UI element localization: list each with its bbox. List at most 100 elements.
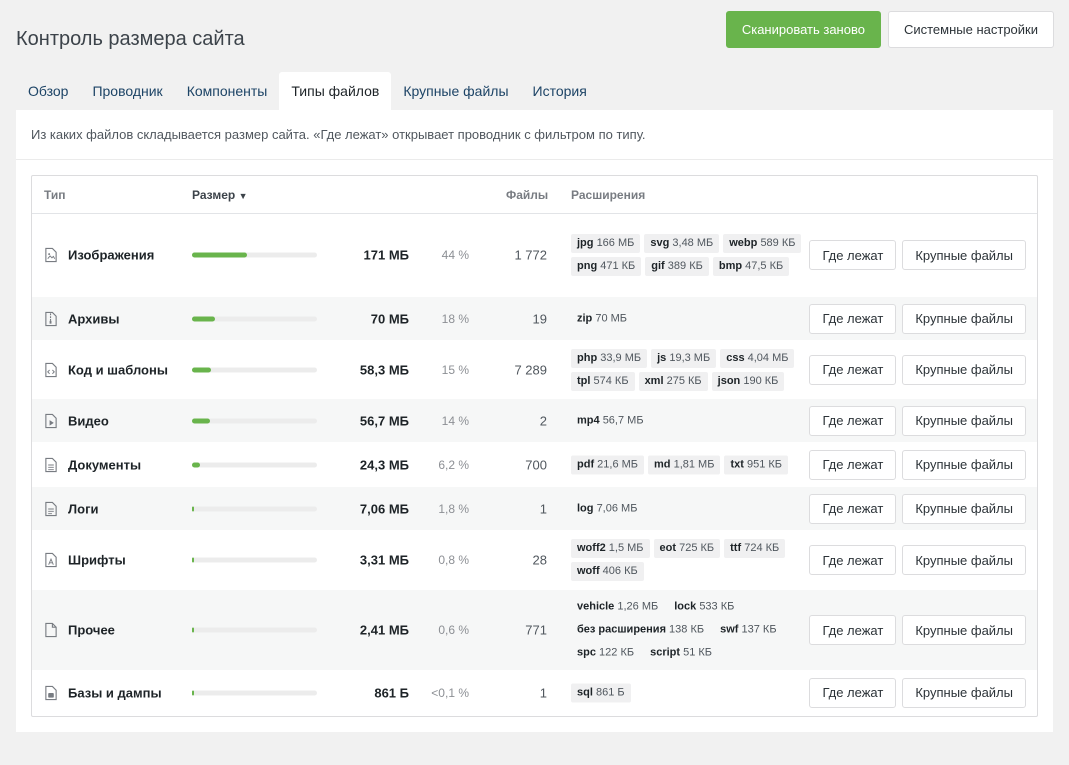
size-share-bar (192, 506, 317, 511)
extension-size: 33,9 МБ (600, 351, 642, 364)
large-files-button[interactable]: Крупные файлы (902, 303, 1026, 334)
type-file-count: 1 (539, 501, 547, 516)
where-located-button[interactable]: Где лежат (809, 405, 897, 436)
type-size: 3,31 МБ (359, 552, 409, 568)
row-actions: Где лежат Крупные файлы (809, 449, 1026, 480)
where-located-button[interactable]: Где лежат (809, 303, 897, 334)
extension-name: swf (720, 623, 739, 636)
extension-chip: xml 275 КБ (638, 371, 708, 391)
extension-name: css (726, 351, 745, 364)
extensions-list: pdf 21,6 МБ md 1,81 МБ txt 951 КБ (571, 455, 811, 474)
size-share-bar (192, 316, 317, 321)
extension-chip: txt 951 КБ (724, 455, 789, 474)
extension-chip: woff2 1,5 МБ (571, 539, 650, 558)
large-files-button[interactable]: Крупные файлы (902, 615, 1026, 645)
large-files-button[interactable]: Крупные файлы (902, 493, 1026, 524)
extension-chip: script 51 КБ (644, 644, 718, 663)
large-files-button[interactable]: Крупные файлы (902, 354, 1026, 385)
type-percent: 44 % (441, 248, 469, 262)
extension-size: 1,5 МБ (608, 542, 644, 554)
extension-size: 166 МБ (596, 237, 635, 249)
table-row: Логи 7,06 МБ 1,8 % 1 log 7,06 МБ Где лежат Кру… (32, 487, 1037, 531)
table-body: Изображения 171 МБ 44 % 1 772 jpg 166 МБ svg … (32, 214, 1037, 715)
large-files-button[interactable]: Крупные файлы (902, 405, 1026, 436)
extension-name: woff2 (577, 542, 606, 554)
size-share-fill (192, 252, 247, 258)
file-type-name: Изображения (68, 247, 155, 263)
size-share-fill (192, 418, 210, 423)
database-file-icon (45, 685, 57, 700)
rescan-button[interactable]: Сканировать заново (725, 11, 881, 48)
tab-explorer[interactable]: Проводник (92, 83, 163, 99)
top-actions: Сканировать заново Системные настройки (725, 11, 1054, 48)
type-file-count: 19 (532, 311, 547, 326)
column-header-size[interactable]: Размер ▼ (192, 188, 247, 202)
extension-chip: sql 861 Б (571, 683, 631, 702)
where-located-button[interactable]: Где лежат (809, 354, 897, 385)
file-type-name: Базы и дампы (68, 685, 162, 700)
code-file-icon (45, 362, 57, 377)
tab-overview[interactable]: Обзор (28, 83, 69, 99)
size-share-fill (192, 506, 195, 511)
extension-chip: jpg 166 МБ (571, 234, 641, 253)
column-header-size-label: Размер (192, 188, 236, 202)
tab-components[interactable]: Компоненты (186, 83, 268, 99)
table-row: Архивы 70 МБ 18 % 19 zip 70 МБ Где лежат Крупн… (32, 297, 1037, 341)
extension-size: 725 КБ (679, 542, 715, 554)
row-actions: Где лежат Крупные файлы (809, 303, 1026, 334)
tab-large-files[interactable]: Крупные файлы (403, 83, 509, 99)
extension-name: zip (577, 312, 593, 324)
extension-chip: mp4 56,7 МБ (571, 411, 650, 430)
tab-history[interactable]: История (532, 83, 587, 99)
table-row: Базы и дампы 861 Б <0,1 % 1 sql 861 Б Где леж… (32, 671, 1037, 715)
type-percent: 14 % (441, 413, 469, 428)
where-located-button[interactable]: Где лежат (809, 677, 897, 708)
row-actions: Где лежат Крупные файлы (809, 240, 1026, 270)
row-actions: Где лежат Крупные файлы (809, 405, 1026, 436)
file-type-name: Логи (68, 501, 99, 516)
extension-chip: gif 389 КБ (645, 257, 709, 276)
extension-size: 951 КБ (746, 458, 783, 470)
file-type-name: Документы (68, 457, 142, 472)
extension-name: bmp (718, 260, 743, 272)
extension-name: xml (644, 374, 664, 387)
extension-name: json (717, 374, 741, 387)
extension-size: 533 КБ (699, 600, 735, 613)
large-files-button[interactable]: Крупные файлы (902, 677, 1026, 708)
page-title: Контроль размера сайта (16, 28, 245, 50)
system-settings-button[interactable]: Системные настройки (887, 11, 1054, 48)
type-percent: 18 % (441, 311, 469, 326)
column-header-extensions: Расширения (571, 188, 646, 202)
type-size: 58,3 МБ (359, 362, 409, 377)
extension-chip: json 190 КБ (711, 371, 785, 391)
extensions-list: sql 861 Б (571, 683, 811, 702)
extension-chip: css 4,04 МБ (720, 348, 795, 368)
extension-size: 56,7 МБ (602, 414, 644, 426)
extension-name: eot (659, 542, 677, 554)
where-located-button[interactable]: Где лежат (809, 449, 897, 480)
where-located-button[interactable]: Где лежат (809, 493, 897, 524)
extension-chip: pdf 21,6 МБ (571, 455, 645, 474)
extension-name: php (577, 351, 598, 364)
extension-size: 4,04 МБ (747, 351, 789, 364)
extension-chip: tpl 574 КБ (571, 371, 635, 391)
generic-file-icon (45, 622, 57, 638)
extension-name: jpg (577, 237, 594, 249)
extension-chip: bmp 47,5 КБ (712, 257, 790, 276)
extensions-list: php 33,9 МБ js 19,3 МБ css 4,04 МБ tpl 574 … (571, 348, 811, 391)
large-files-button[interactable]: Крупные файлы (902, 545, 1026, 575)
where-located-button[interactable]: Где лежат (809, 615, 897, 645)
large-files-button[interactable]: Крупные файлы (902, 449, 1026, 480)
extension-name: sql (577, 686, 593, 698)
extension-name: md (654, 458, 671, 470)
tab-file-types[interactable]: Типы файлов (279, 72, 392, 110)
extension-name: pdf (577, 458, 595, 470)
type-size: 56,7 МБ (359, 413, 409, 428)
where-located-button[interactable]: Где лежат (809, 240, 897, 270)
size-share-bar (192, 367, 317, 372)
large-files-button[interactable]: Крупные файлы (902, 240, 1026, 270)
extensions-list: zip 70 МБ (571, 309, 811, 328)
extensions-list: woff2 1,5 МБ eot 725 КБ ttf 724 КБ woff 406… (571, 539, 811, 581)
extension-size: 21,6 МБ (597, 458, 639, 470)
where-located-button[interactable]: Где лежат (809, 545, 897, 575)
